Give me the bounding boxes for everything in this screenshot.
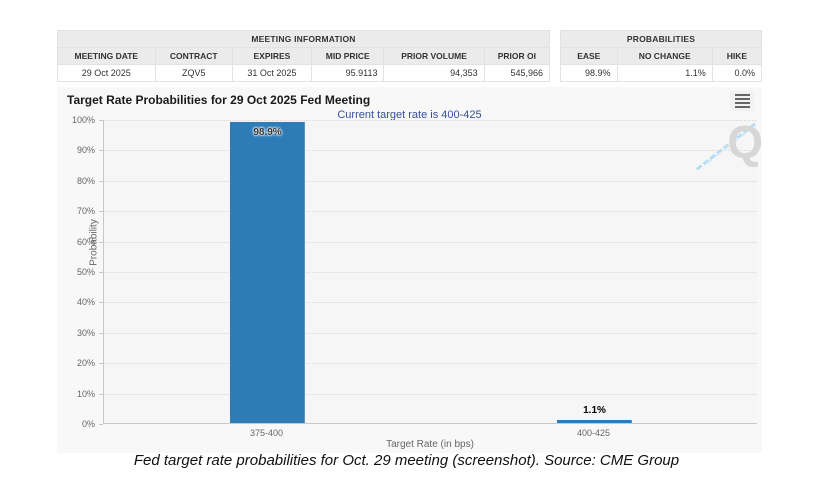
col-no-change: NO CHANGE [616,47,713,65]
chart-bar-400-425[interactable] [557,419,632,423]
menu-bar [734,106,750,108]
col-prior-volume: PRIOR VOLUME [383,47,485,65]
x-category-label: 375-400 [249,428,284,438]
chart-title: Target Rate Probabilities for 29 Oct 202… [67,93,371,107]
y-tick-mark [99,120,103,121]
y-tick-label: 90% [76,145,95,156]
meeting-info-data-row: 29 Oct 2025 ZQV5 31 Oct 2025 95.9113 94,… [57,64,551,82]
plot-area: 98.9% 1.1% [103,120,757,424]
prior-volume-value: 94,353 [383,64,485,82]
col-mid-price: MID PRICE [310,47,385,65]
meeting-info-table: MEETING INFORMATION MEETING DATE CONTRAC… [57,30,551,82]
no-change-value: 1.1% [616,64,713,82]
x-axis-title: Target Rate (in bps) [386,439,474,450]
gridline [104,393,757,395]
menu-bar [734,102,750,104]
y-tick-mark [99,393,103,395]
y-tick-mark [99,363,103,365]
col-meeting-date: MEETING DATE [57,47,156,65]
x-category-label: 400-425 [576,428,611,438]
y-tick-mark [99,332,103,334]
y-tick-mark [99,180,103,182]
gridline [104,332,757,334]
probabilities-data-row: 98.9% 1.1% 0.0% [560,64,763,82]
col-contract: CONTRACT [154,47,233,65]
y-tick-label: 40% [76,297,95,308]
fedwatch-panel: MEETING INFORMATION MEETING DATE CONTRAC… [57,30,763,453]
y-tick-label: 20% [76,358,95,369]
y-tick-mark [99,302,103,304]
expires-value: 31 Oct 2025 [231,64,312,82]
gridline [104,272,757,273]
hike-value: 0.0% [711,64,763,82]
y-tick-mark [99,211,103,213]
gridline [104,150,757,152]
chart-subtitle: Current target rate is 400-425 [337,109,482,121]
probabilities-table: PROBABILITIES EASE NO CHANGE HIKE 98.9% … [560,30,763,82]
y-tick-label: 0% [81,419,95,429]
y-tick-label: 60% [76,236,95,247]
col-expires: EXPIRES [231,47,312,65]
mid-price-value: 95.9113 [310,64,385,82]
y-tick-mark [99,241,103,243]
gridline [104,302,757,304]
meeting-info-table-title: MEETING INFORMATION [57,30,550,48]
y-tick-mark [99,150,103,152]
gridline [104,241,757,243]
gridline [104,180,757,182]
gridline [104,363,757,365]
col-ease: EASE [560,47,618,65]
y-tick-mark [99,424,103,425]
summary-tables-row: MEETING INFORMATION MEETING DATE CONTRAC… [57,30,763,82]
meeting-info-header-row: MEETING DATE CONTRACT EXPIRES MID PRICE … [57,47,551,65]
col-hike: HIKE [711,47,763,65]
menu-bar [734,94,750,96]
probabilities-table-title: PROBABILITIES [560,30,762,48]
menu-bar [734,98,750,100]
y-tick-label: 10% [76,388,95,399]
bar-value-label: 98.9% [253,127,282,139]
ease-value: 98.9% [560,64,618,82]
target-rate-chart: Target Rate Probabilities for 29 Oct 202… [57,87,763,453]
col-prior-oi: PRIOR OI [483,47,551,65]
chart-bar-375-400[interactable] [230,122,305,423]
y-tick-label: 50% [76,267,95,277]
y-tick-label: 100% [71,115,95,125]
y-tick-label: 70% [76,206,95,217]
gridline [104,120,757,121]
bar-value-label: 1.1% [583,404,606,416]
contract-value: ZQV5 [154,64,233,82]
hamburger-menu-icon[interactable] [730,91,754,111]
meeting-date-value: 29 Oct 2025 [57,64,156,82]
probabilities-header-row: EASE NO CHANGE HIKE [560,47,763,65]
y-tick-label: 80% [76,175,95,186]
figure-caption: Fed target rate probabilities for Oct. 2… [133,452,680,469]
y-tick-mark [99,272,103,273]
y-tick-label: 30% [76,327,95,338]
gridline [104,211,757,213]
prior-oi-value: 545,966 [483,64,551,82]
